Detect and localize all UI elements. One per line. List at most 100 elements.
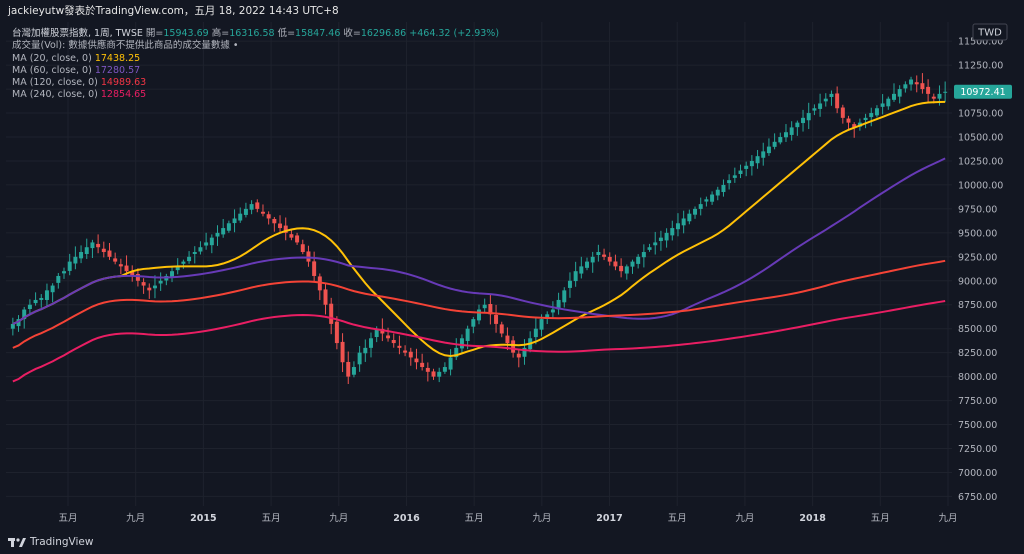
candle-body [397,345,402,348]
candle-body [619,265,624,272]
candle-body [249,204,254,210]
candle-body [73,256,78,264]
candle-body [897,89,902,97]
candle-body [312,261,317,276]
x-tick-label: 九月 [735,512,754,524]
candle-body [437,371,442,377]
candle-body [323,289,328,305]
candle-body [50,285,55,293]
candle-body [351,367,356,375]
candle-body [926,86,931,94]
candle-body [783,132,788,138]
candle-body [192,252,197,254]
open-value: 15943.69 [163,28,209,39]
candle-body [266,214,271,219]
candle-body [181,261,186,264]
candle-body [374,328,379,338]
candle-body [67,261,72,271]
candle-body [448,357,453,370]
candle-body [772,141,777,147]
candle-body [539,319,544,330]
y-tick-label: 8750.00 [958,300,997,311]
candle-body [715,189,720,196]
candle-body [505,335,510,344]
currency-box[interactable] [972,23,1008,41]
candle-body [283,225,288,233]
candle-body [386,335,391,339]
ma20-row[interactable]: MA (20, close, 0) 17438.25 [12,52,141,64]
candle-body [931,96,936,99]
y-tick-label: 8500.00 [958,324,997,335]
candle-body [488,303,493,315]
x-tick-label: 2015 [190,513,216,524]
ma120-line [12,259,946,349]
ma60-row[interactable]: MA (60, close, 0) 17280.57 [12,64,141,76]
candle-body [795,122,800,128]
y-tick-label: 6750.00 [958,492,997,503]
candle-body [744,165,749,169]
ma60-line [12,157,946,325]
ma60-value: 17280.57 [94,64,141,76]
candle-body [152,285,157,289]
y-tick-label: 10750.00 [958,109,1003,120]
candle-body [62,271,66,274]
candle-body [880,103,885,107]
x-tick-label: 九月 [938,512,957,524]
x-tick-label: 2016 [393,513,420,524]
candle-body [732,175,737,178]
y-tick-label: 9500.00 [958,228,997,239]
candle-body [840,107,845,118]
candle-body [459,338,464,349]
candle-body [579,266,584,274]
y-tick-label: 7750.00 [958,396,997,407]
y-tick-label: 7250.00 [958,444,997,455]
ma240-row[interactable]: MA (240, close, 0) 12854.65 [12,89,147,101]
candle-body [909,79,914,85]
candle-body [869,113,874,118]
ma120-row[interactable]: MA (120, close, 0) 14989.63 [12,77,147,89]
candle-body [221,228,226,235]
candle-body [135,274,140,281]
candle-body [368,338,373,348]
candle-body [130,271,135,276]
candle-body [334,321,339,344]
candle-body [113,258,118,262]
candle-body [329,303,334,324]
close-value: 16296.86 [360,28,407,39]
candle-body [101,248,106,253]
symbol-title: 台灣加權股票指數, 1周, TWSE [12,28,143,39]
candle-body [761,151,766,158]
y-tick-label: 7000.00 [958,468,997,479]
candle-body [408,351,413,358]
ma240-line [12,300,946,383]
candle-body [56,275,61,283]
candle-body [562,290,567,303]
candle-body [494,314,499,324]
x-tick-label: 2018 [799,513,826,524]
candle-body [829,93,834,98]
ma240-value: 12854.65 [100,89,147,101]
candle-body [403,350,408,353]
candle-body [482,304,487,309]
candle-body [391,340,396,344]
candle-body [170,271,175,277]
candle-body [874,108,879,116]
candle-body [107,250,112,257]
x-tick-label: 五月 [58,513,77,524]
candle-body [670,228,675,236]
candle-body [44,290,49,300]
candle-body [681,218,686,226]
candle-body [863,117,868,121]
candle-body [27,304,32,310]
candle-body [596,252,601,256]
candle-body [454,347,459,358]
candle-body [22,309,27,320]
candle-body [124,265,129,272]
candle-body [10,323,15,329]
candle-body [414,358,419,363]
candle-body [641,252,646,258]
y-tick-label: 10250.00 [958,156,1003,167]
y-tick-label: 9000.00 [958,276,997,287]
candle-body [801,117,806,124]
